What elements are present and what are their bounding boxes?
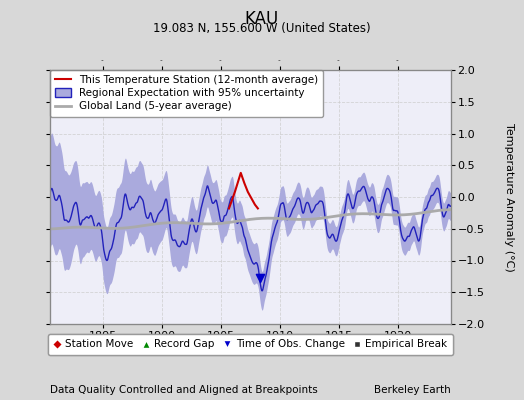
Y-axis label: Temperature Anomaly (°C): Temperature Anomaly (°C) bbox=[504, 123, 514, 271]
Text: Data Quality Controlled and Aligned at Breakpoints: Data Quality Controlled and Aligned at B… bbox=[50, 385, 318, 395]
Text: KAU: KAU bbox=[245, 10, 279, 28]
Text: Berkeley Earth: Berkeley Earth bbox=[374, 385, 451, 395]
Text: 19.083 N, 155.600 W (United States): 19.083 N, 155.600 W (United States) bbox=[153, 22, 371, 35]
Legend: This Temperature Station (12-month average), Regional Expectation with 95% uncer: This Temperature Station (12-month avera… bbox=[50, 70, 323, 117]
Point bbox=[255, 275, 264, 282]
Legend: Station Move, Record Gap, Time of Obs. Change, Empirical Break: Station Move, Record Gap, Time of Obs. C… bbox=[48, 334, 453, 355]
